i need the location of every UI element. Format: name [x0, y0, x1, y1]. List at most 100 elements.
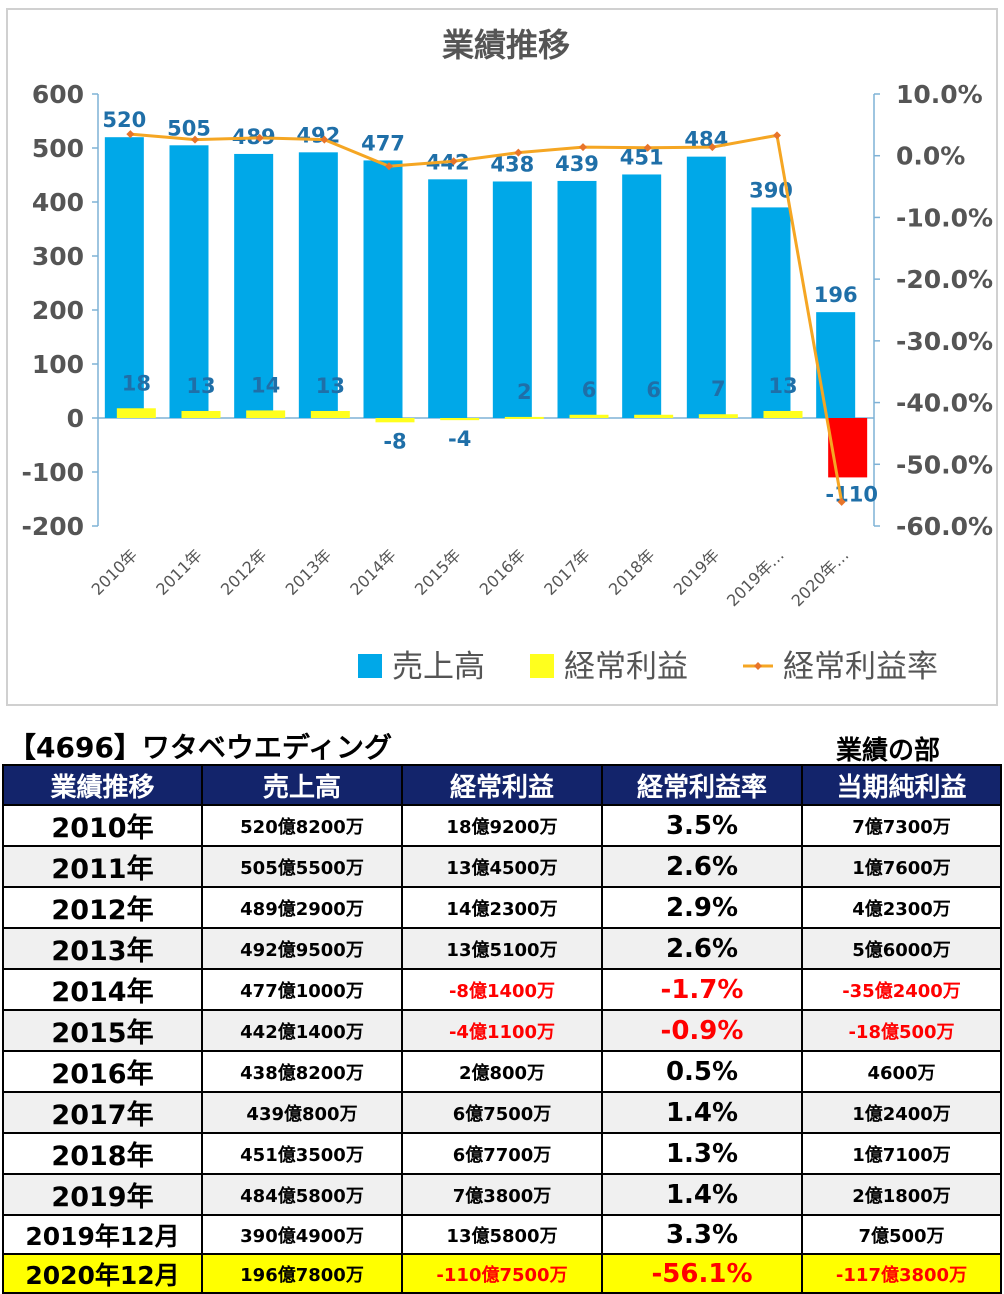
sales-bar	[363, 160, 403, 419]
ordinary-profit-data-label: -4	[448, 427, 471, 451]
x-tick-label: 2011年	[152, 545, 206, 599]
x-tick-label: 2017年	[540, 545, 594, 599]
profit-rate-cell: 2.9%	[601, 886, 803, 929]
ordinary-profit-cell: 7億3800万	[401, 1173, 603, 1216]
profit-rate-marker	[191, 135, 199, 144]
ordinary-profit-data-label: 6	[582, 378, 597, 402]
net-income-cell: 1億2400万	[801, 1091, 1002, 1134]
profit-rate-cell: 0.5%	[601, 1050, 803, 1093]
net-income-cell: 7億7300万	[801, 804, 1002, 847]
table-row: 2016年 438億8200万 2億800万 0.5% 4600万	[2, 1050, 1002, 1093]
y2-tick-label: -50.0%	[896, 450, 993, 479]
col-header-ordinary-profit: 経常利益	[401, 764, 603, 806]
ordinary-profit-cell: 13億5100万	[401, 927, 603, 970]
performance-chart: 業績推移 600 500 400 300 200 100 0 -100 -200 10.0% 0.…	[21, 26, 993, 685]
sales-data-label: 196	[814, 283, 858, 307]
profit-rate-cell: -0.9%	[601, 1009, 803, 1052]
profit-rate-cell: 1.4%	[601, 1173, 803, 1216]
ordinary-profit-data-label: 7	[711, 377, 726, 401]
ordinary-profit-cell: 14億2300万	[401, 886, 603, 929]
table-row: 2014年 477億1000万 -8億1400万 -1.7% -35億2400万	[2, 968, 1002, 1011]
ordinary-profit-bar	[440, 418, 480, 421]
period-cell: 2010年	[2, 804, 203, 847]
profit-rate-marker	[643, 143, 652, 152]
profit-rate-cell: 2.6%	[601, 845, 803, 888]
x-tick-label: 2019年	[670, 545, 724, 599]
table-row: 2011年 505億5500万 13億4500万 2.6% 1億7600万	[2, 845, 1002, 888]
y2-tick-label: -40.0%	[896, 389, 993, 418]
ordinary-profit-cell: -8億1400万	[401, 968, 603, 1011]
x-tick-label: 2016年	[476, 545, 530, 599]
net-income-cell: 2億1800万	[801, 1173, 1002, 1216]
ordinary-profit-cell: 6億7500万	[401, 1091, 603, 1134]
profit-rate-cell: 1.3%	[601, 1132, 803, 1175]
period-cell: 2014年	[2, 968, 203, 1011]
y-tick-label: 300	[32, 242, 84, 271]
x-tick-label: 2018年	[605, 545, 659, 599]
sales-cell: 390億4900万	[201, 1214, 403, 1255]
chart-legend: 売上高 経常利益 経常利益率	[358, 649, 938, 685]
profit-rate-cell: -56.1%	[601, 1253, 803, 1294]
y2-tick-label: -30.0%	[896, 327, 993, 356]
period-cell: 2012年	[2, 886, 203, 929]
ordinary-profit-cell: 13億5800万	[401, 1214, 603, 1255]
ordinary-profit-bar	[310, 410, 350, 418]
profit-rate-polyline	[130, 132, 844, 503]
ordinary-profit-bar	[375, 418, 415, 423]
ordinary-profit-cell: -4億1100万	[401, 1009, 603, 1052]
sales-cell: 442億1400万	[201, 1009, 403, 1052]
sales-cell: 484億5800万	[201, 1173, 403, 1216]
profit-rate-marker	[385, 162, 393, 171]
ordinary-profit-bar	[504, 416, 544, 419]
legend-swatch-sales	[358, 654, 382, 678]
y2-tick-label: -20.0%	[896, 265, 993, 294]
ordinary-profit-data-label: 13	[186, 374, 215, 398]
sales-cell: 439億800万	[201, 1091, 403, 1134]
profit-rate-cell: 3.3%	[601, 1214, 803, 1255]
ordinary-profit-data-label: 18	[122, 371, 151, 395]
y-axis-right: 10.0% 0.0% -10.0% -20.0% -30.0% -40.0% -50.0% -…	[873, 80, 993, 541]
sales-bar	[104, 137, 144, 418]
chart-frame: 業績推移 600 500 400 300 200 100 0 -100 -200 10.0% 0.…	[6, 8, 998, 706]
section-label: 業績の部	[836, 736, 941, 766]
col-header-sales: 売上高	[201, 764, 403, 806]
sales-data-label: 451	[620, 145, 664, 169]
legend-label-sales: 売上高	[392, 649, 485, 685]
table-row: 2012年 489億2900万 14億2300万 2.9% 4億2300万	[2, 886, 1002, 929]
ordinary-profit-bar	[634, 414, 674, 418]
ordinary-profit-bar	[698, 414, 738, 418]
ordinary-profit-cell: 2億800万	[401, 1050, 603, 1093]
y-tick-label: 200	[32, 296, 84, 325]
period-cell: 2015年	[2, 1009, 203, 1052]
sales-data-label: 520	[102, 108, 146, 132]
table-header-row: 業績推移 売上高 経常利益 経常利益率 当期純利益	[2, 764, 1002, 806]
table-row: 2013年 492億9500万 13億5100万 2.6% 5億6000万	[2, 927, 1002, 970]
period-cell: 2013年	[2, 927, 203, 970]
net-income-cell: -35億2400万	[801, 968, 1002, 1011]
ordinary-profit-bars: 18 13 14 13 -8 -4 2 6 6 7 13 -110	[116, 371, 878, 506]
sales-bar	[298, 152, 338, 418]
y-tick-label: 100	[32, 350, 84, 379]
y2-tick-label: -10.0%	[896, 203, 993, 232]
col-header-profit-rate: 経常利益率	[601, 764, 803, 806]
y-tick-label: -200	[21, 512, 84, 541]
ordinary-profit-cell: 18億9200万	[401, 804, 603, 847]
table-row: 2010年 520億8200万 18億9200万 3.5% 7億7300万	[2, 804, 1002, 847]
profit-rate-line	[126, 130, 846, 506]
period-cell: 2018年	[2, 1132, 203, 1175]
y2-tick-label: -60.0%	[896, 512, 993, 541]
net-income-cell: 1億7100万	[801, 1132, 1002, 1175]
legend-swatch-ordinary-profit	[530, 654, 554, 678]
ordinary-profit-bar	[116, 408, 156, 418]
y2-tick-label: 0.0%	[896, 142, 965, 171]
chart-title: 業績推移	[442, 26, 570, 64]
sales-cell: 489億2900万	[201, 886, 403, 929]
company-title: 【4696】ワタベウエディング	[8, 731, 392, 764]
profit-rate-cell: 2.6%	[601, 927, 803, 970]
sales-cell: 451億3500万	[201, 1132, 403, 1175]
net-income-cell: 1億7600万	[801, 845, 1002, 888]
sales-bar	[169, 145, 209, 419]
sales-data-label: 439	[555, 152, 599, 176]
ordinary-profit-cell: -110億7500万	[401, 1253, 603, 1294]
